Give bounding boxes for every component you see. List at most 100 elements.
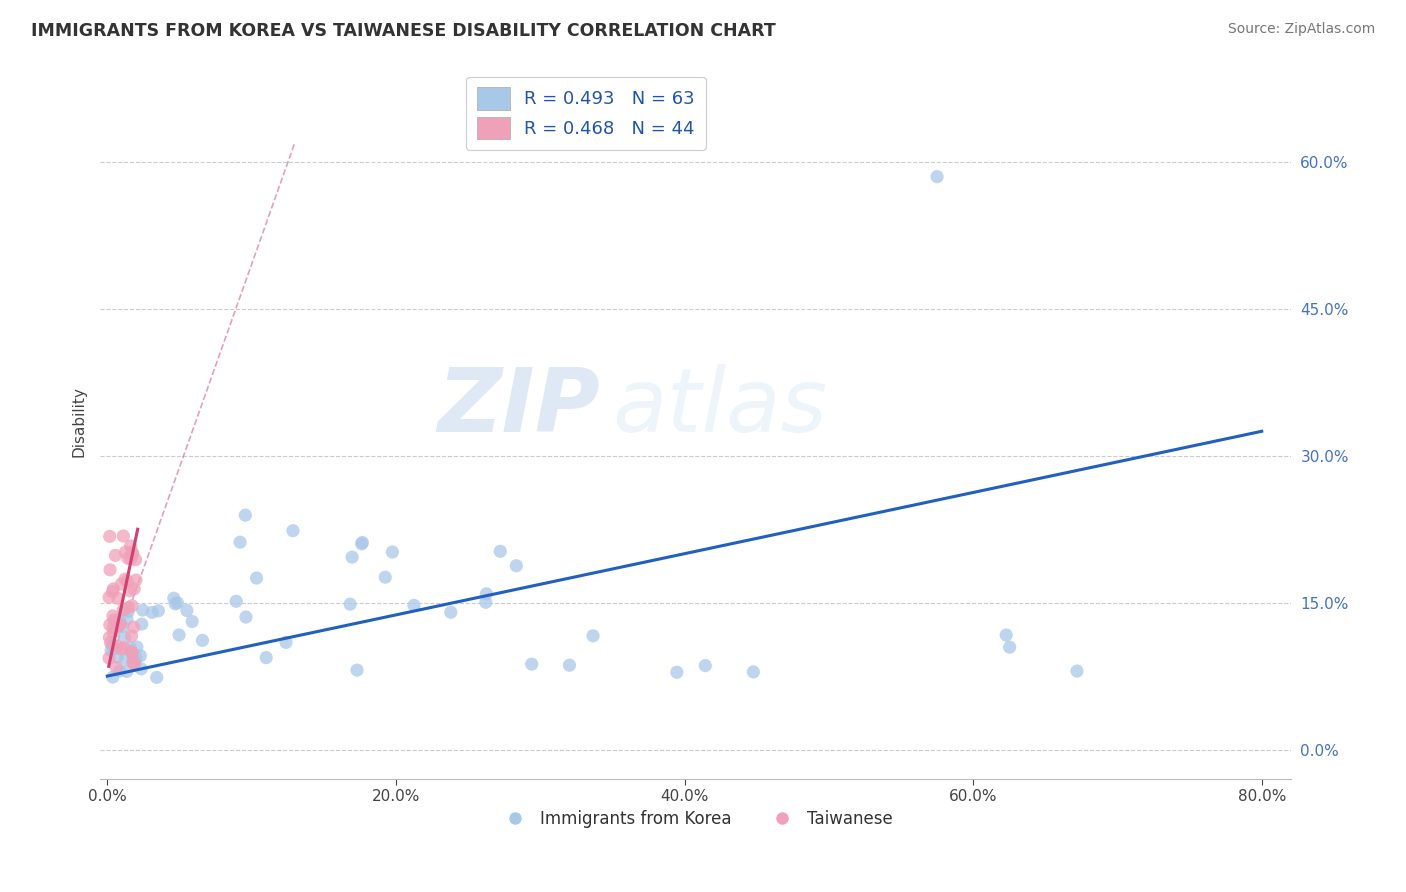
Point	[181, 615, 204, 629]
Point	[100, 643, 122, 657]
Point	[98, 563, 121, 577]
Point	[121, 547, 143, 561]
Point	[98, 529, 121, 543]
Point	[402, 599, 425, 613]
Point	[925, 169, 948, 184]
Point	[124, 657, 146, 671]
Point	[381, 545, 404, 559]
Point	[98, 591, 121, 605]
Point	[104, 549, 127, 563]
Point	[112, 640, 135, 655]
Point	[121, 599, 143, 613]
Point	[440, 605, 463, 619]
Point	[122, 620, 145, 634]
Point	[121, 646, 143, 660]
Point	[254, 650, 277, 665]
Point	[118, 583, 141, 598]
Point	[105, 660, 128, 674]
Point	[665, 665, 688, 680]
Point	[111, 619, 134, 633]
Point	[103, 582, 125, 596]
Point	[117, 551, 139, 566]
Point	[1066, 664, 1088, 678]
Point	[103, 621, 125, 635]
Point	[163, 591, 186, 606]
Point	[141, 606, 163, 620]
Point	[121, 545, 143, 559]
Point	[120, 641, 142, 656]
Point	[108, 664, 131, 678]
Point	[520, 657, 543, 672]
Point	[474, 595, 496, 609]
Point	[101, 640, 124, 654]
Point	[103, 625, 125, 640]
Point	[346, 663, 368, 677]
Point	[350, 537, 373, 551]
Point	[108, 612, 131, 626]
Point	[114, 572, 136, 586]
Point	[742, 665, 765, 679]
Point	[129, 648, 152, 663]
Point	[112, 603, 135, 617]
Point	[103, 613, 125, 627]
Point	[120, 539, 142, 553]
Point	[105, 650, 128, 665]
Text: atlas: atlas	[612, 364, 827, 450]
Point	[107, 619, 129, 633]
Point	[489, 544, 512, 558]
Legend: Immigrants from Korea, Taiwanese: Immigrants from Korea, Taiwanese	[492, 804, 898, 835]
Point	[281, 524, 304, 538]
Point	[148, 604, 170, 618]
Point	[110, 642, 132, 657]
Point	[98, 631, 121, 645]
Point	[235, 610, 257, 624]
Point	[101, 584, 124, 599]
Point	[114, 545, 136, 559]
Point	[107, 591, 129, 606]
Point	[505, 558, 527, 573]
Point	[229, 535, 252, 549]
Point	[120, 644, 142, 658]
Point	[122, 582, 145, 596]
Point	[98, 651, 121, 665]
Point	[695, 658, 717, 673]
Point	[115, 574, 138, 588]
Point	[115, 665, 138, 679]
Point	[339, 597, 361, 611]
Point	[105, 639, 128, 653]
Point	[110, 617, 132, 632]
Text: ZIP: ZIP	[437, 364, 600, 450]
Point	[117, 600, 139, 615]
Point	[124, 552, 146, 566]
Point	[191, 633, 214, 648]
Point	[131, 603, 153, 617]
Point	[582, 629, 605, 643]
Point	[475, 587, 498, 601]
Text: IMMIGRANTS FROM KOREA VS TAIWANESE DISABILITY CORRELATION CHART: IMMIGRANTS FROM KOREA VS TAIWANESE DISAB…	[31, 22, 776, 40]
Point	[176, 603, 198, 617]
Point	[100, 636, 122, 650]
Point	[122, 657, 145, 671]
Point	[167, 628, 190, 642]
Point	[995, 628, 1018, 642]
Point	[352, 535, 374, 549]
Point	[117, 605, 139, 619]
Point	[112, 529, 135, 543]
Point	[131, 617, 153, 632]
Point	[233, 508, 256, 523]
Point	[125, 651, 148, 665]
Point	[274, 635, 297, 649]
Point	[998, 640, 1021, 655]
Point	[121, 651, 143, 665]
Point	[120, 551, 142, 566]
Point	[98, 618, 121, 632]
Point	[101, 638, 124, 652]
Point	[125, 640, 148, 654]
Point	[166, 596, 188, 610]
Point	[129, 662, 152, 676]
Point	[115, 612, 138, 626]
Point	[101, 609, 124, 624]
Text: Source: ZipAtlas.com: Source: ZipAtlas.com	[1227, 22, 1375, 37]
Point	[121, 629, 143, 643]
Point	[165, 597, 187, 611]
